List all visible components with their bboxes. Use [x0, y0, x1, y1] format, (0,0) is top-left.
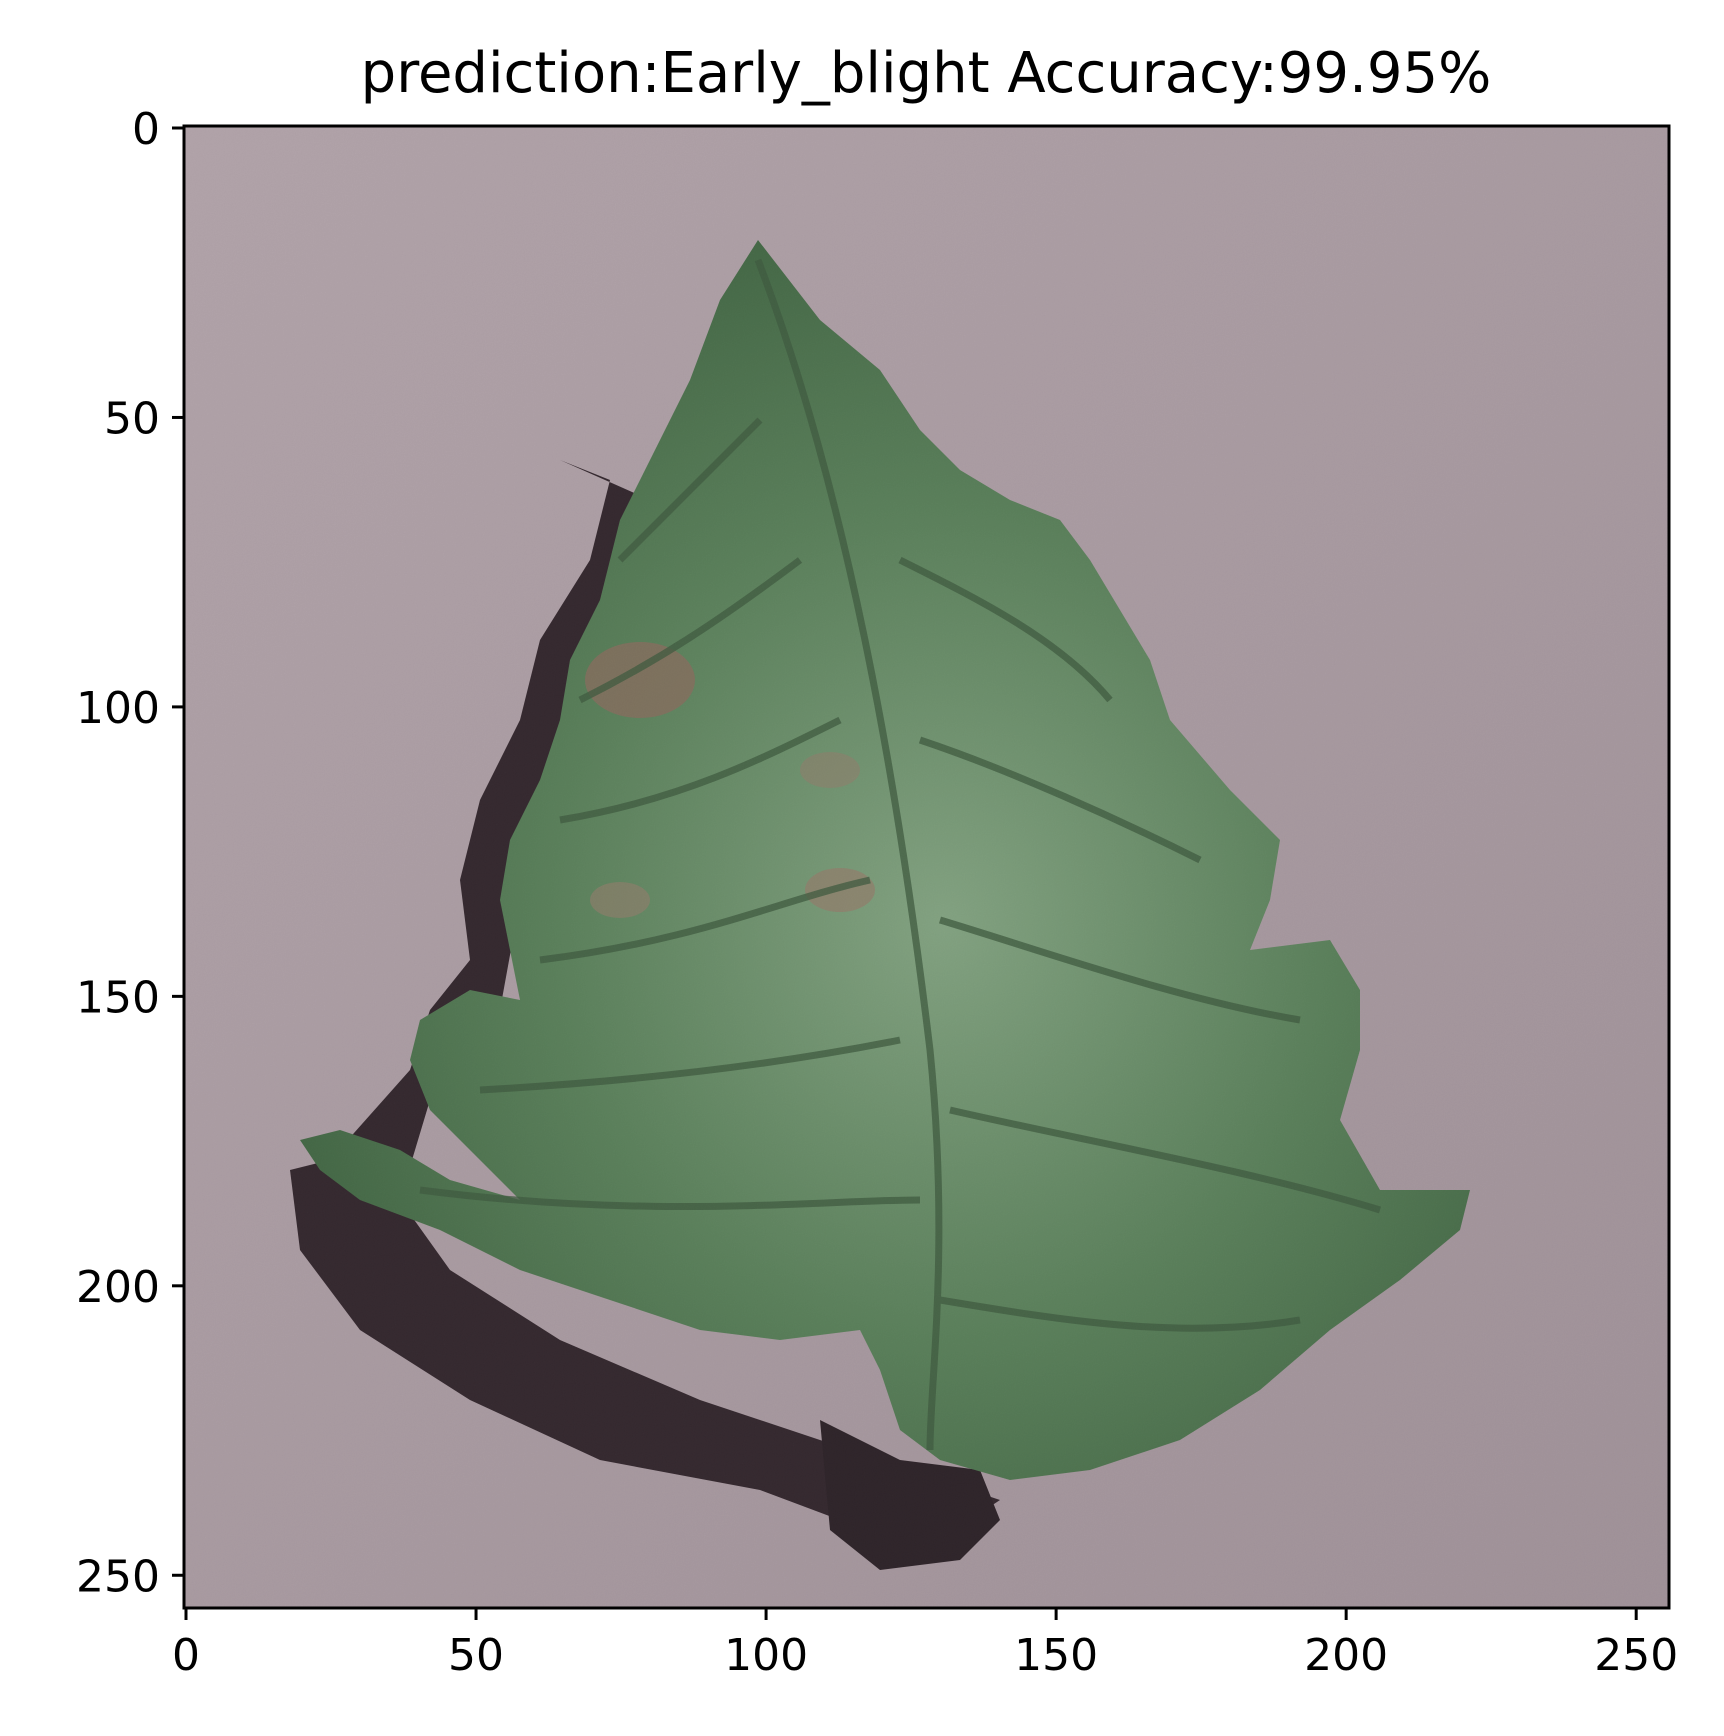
potato-leaf-image — [184, 126, 1669, 1608]
x-tick-label: 50 — [448, 1630, 504, 1681]
x-tick-label: 150 — [1014, 1630, 1098, 1681]
x-axis: 0 50 100 150 200 250 — [172, 1608, 1678, 1681]
y-tick-label: 200 — [76, 1262, 160, 1313]
x-tick-label: 200 — [1304, 1630, 1388, 1681]
y-tick-label: 50 — [104, 393, 160, 444]
x-tick-label: 250 — [1594, 1630, 1678, 1681]
x-tick-label: 100 — [724, 1630, 808, 1681]
figure-title: prediction:Early_blight Accuracy:99.95% — [361, 41, 1492, 106]
y-tick-label: 0 — [132, 104, 160, 155]
y-axis: 0 50 100 150 200 250 — [76, 104, 184, 1602]
y-tick-label: 250 — [76, 1551, 160, 1602]
grain-overlay — [184, 126, 1669, 1608]
axes-frame — [182, 124, 1671, 1610]
y-tick-label: 100 — [76, 683, 160, 734]
x-tick-label: 0 — [172, 1630, 200, 1681]
y-tick-label: 150 — [76, 972, 160, 1023]
